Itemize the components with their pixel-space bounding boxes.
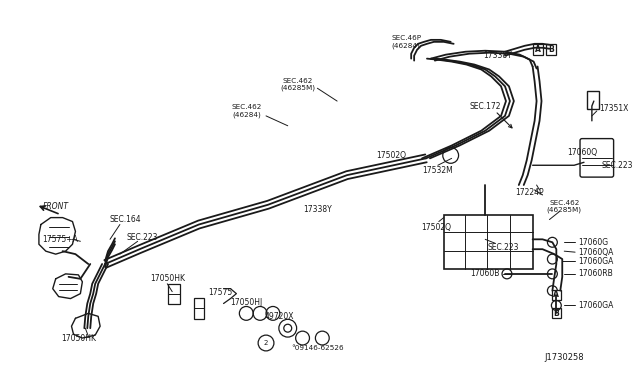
- Text: 17502Q: 17502Q: [421, 223, 451, 232]
- Text: SEC.164: SEC.164: [109, 215, 141, 224]
- Text: 17060GA: 17060GA: [578, 257, 613, 266]
- Text: 17060GA: 17060GA: [578, 301, 613, 310]
- Bar: [444, 215, 532, 269]
- Text: 17060B: 17060B: [470, 269, 500, 278]
- Text: °09146-62526: °09146-62526: [291, 345, 344, 351]
- Text: 17060QA: 17060QA: [578, 248, 613, 257]
- Text: 17060Q: 17060Q: [567, 148, 597, 157]
- Text: 17532M: 17532M: [422, 166, 453, 175]
- Text: 2: 2: [264, 340, 268, 346]
- Text: 17338Y: 17338Y: [303, 205, 332, 214]
- Text: SEC.223: SEC.223: [127, 233, 158, 242]
- Text: 17050HK: 17050HK: [150, 274, 185, 283]
- Text: SEC.46P
(46284): SEC.46P (46284): [391, 35, 421, 49]
- Text: SEC.462
(46284): SEC.462 (46284): [231, 104, 262, 118]
- Text: J1730258: J1730258: [545, 353, 584, 362]
- Text: FRONT: FRONT: [43, 202, 68, 211]
- Text: SEC.223: SEC.223: [602, 161, 633, 170]
- Text: SEC.172: SEC.172: [470, 102, 501, 110]
- Text: 17502Q: 17502Q: [376, 151, 406, 160]
- Text: 17050HK: 17050HK: [61, 334, 96, 343]
- Bar: [194, 298, 204, 319]
- Text: 17351X: 17351X: [599, 105, 628, 113]
- Bar: [547, 44, 556, 55]
- Bar: [532, 44, 543, 55]
- Text: 17575+A: 17575+A: [43, 235, 79, 244]
- Bar: [168, 284, 180, 304]
- Bar: [552, 308, 561, 318]
- Text: 49720X: 49720X: [265, 312, 294, 321]
- Text: B: B: [548, 45, 554, 54]
- Text: A: A: [554, 290, 559, 299]
- Bar: [587, 91, 599, 109]
- Text: 17060G: 17060G: [578, 238, 608, 247]
- Text: B: B: [554, 309, 559, 318]
- Text: 17060RB: 17060RB: [578, 269, 613, 278]
- Text: 17575: 17575: [209, 288, 233, 297]
- Text: SEC.223: SEC.223: [487, 243, 519, 252]
- Text: 17338Y: 17338Y: [483, 51, 511, 60]
- Bar: [552, 290, 561, 299]
- Text: SEC.462
(46285M): SEC.462 (46285M): [280, 77, 315, 91]
- Text: A: A: [534, 45, 541, 54]
- Text: 17050HJ: 17050HJ: [230, 298, 262, 307]
- Text: 17224P: 17224P: [515, 188, 544, 198]
- Text: SEC.462
(46285M): SEC.462 (46285M): [547, 200, 582, 214]
